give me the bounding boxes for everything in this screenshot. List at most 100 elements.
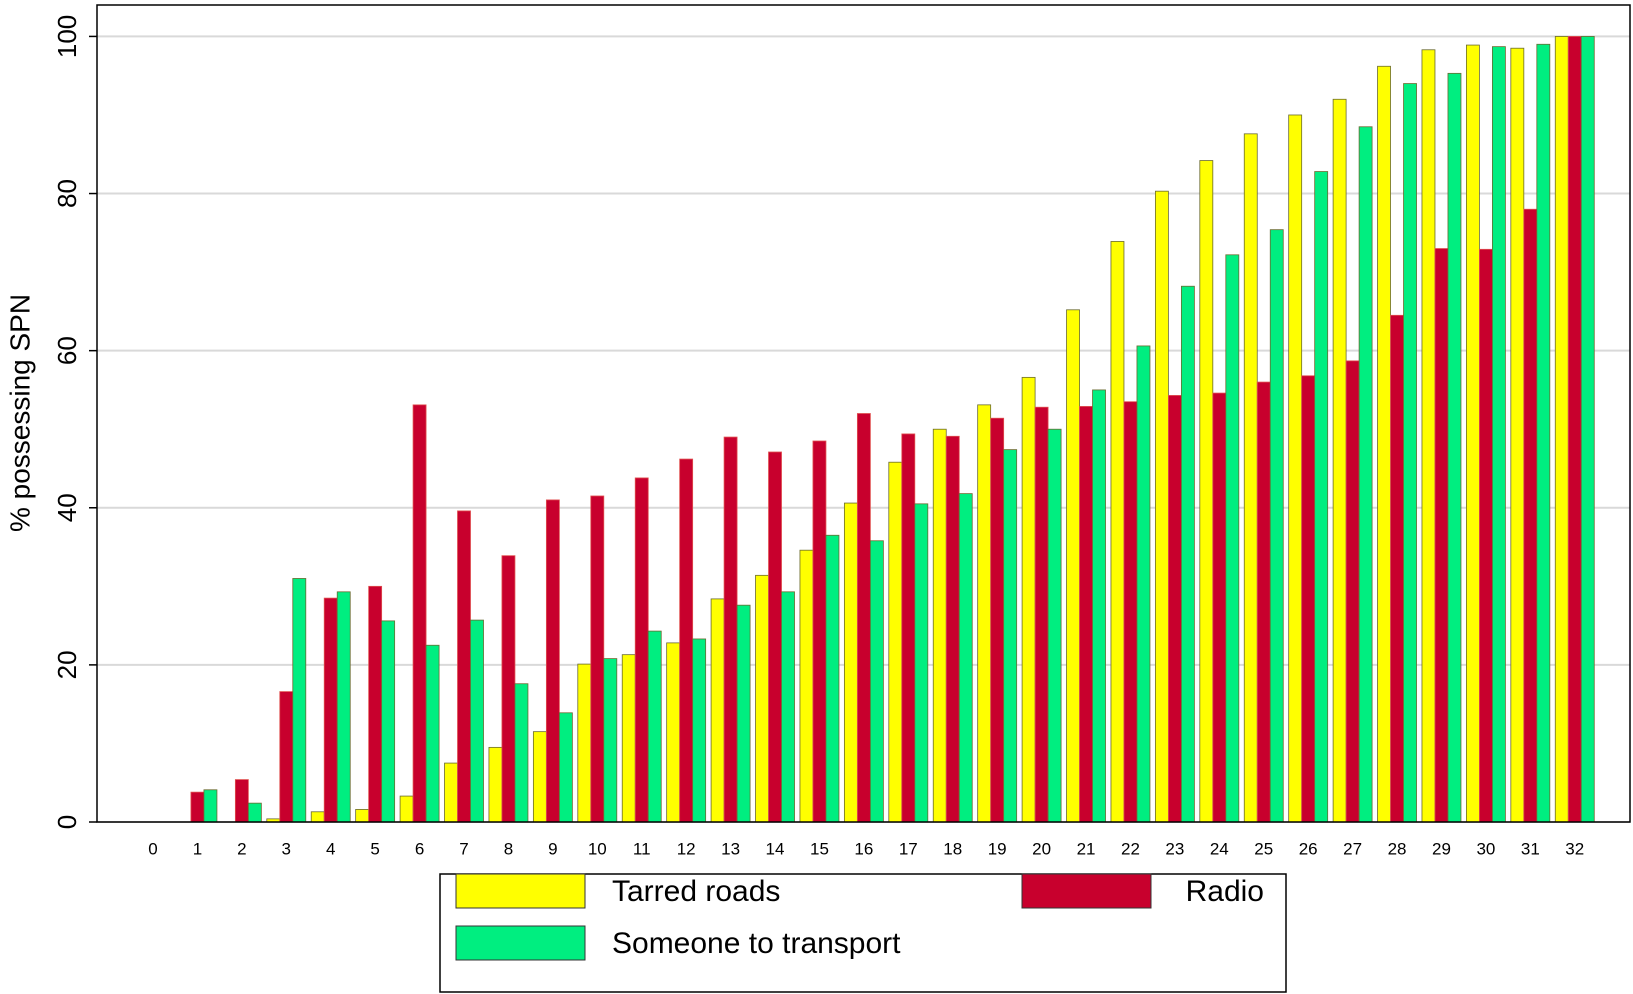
x-tick-label: 14 — [766, 839, 785, 858]
bar — [825, 534, 840, 823]
x-tick-label: 24 — [1210, 839, 1229, 858]
x-tick-label: 13 — [721, 839, 740, 858]
x-tick-label: 8 — [504, 839, 513, 858]
bar — [1492, 46, 1506, 823]
bar — [470, 619, 484, 823]
x-tick-label: 4 — [326, 839, 335, 858]
bar — [1434, 248, 1449, 823]
bar — [1212, 392, 1227, 823]
bar — [558, 712, 573, 823]
bar — [1567, 36, 1582, 823]
bar — [590, 495, 605, 823]
legend-label: Radio — [1186, 875, 1264, 908]
bar — [1390, 314, 1404, 823]
x-tick-label: 3 — [282, 839, 291, 858]
bar — [736, 604, 751, 823]
bar — [901, 433, 916, 823]
bar — [1066, 309, 1080, 823]
bar — [1034, 406, 1049, 823]
bar — [869, 540, 884, 823]
bar — [1447, 72, 1462, 823]
bar — [234, 779, 249, 823]
legend-swatch — [455, 873, 586, 909]
bar — [1421, 49, 1436, 823]
bar — [755, 574, 769, 823]
bar — [444, 762, 458, 823]
x-tick-label: 30 — [1476, 839, 1495, 858]
bar — [692, 638, 707, 823]
bar — [381, 620, 396, 823]
bar — [399, 795, 414, 823]
bar — [1536, 43, 1551, 823]
bar — [1225, 254, 1240, 823]
bar — [1580, 36, 1595, 823]
x-tick-label: 26 — [1299, 839, 1318, 858]
bar — [323, 597, 338, 823]
legend-label: Someone to transport — [612, 927, 901, 960]
bar — [634, 477, 649, 823]
x-tick-label: 22 — [1121, 839, 1140, 858]
x-tick-label: 18 — [943, 839, 962, 858]
x-tick-label: 15 — [810, 839, 829, 858]
x-tick-label: 9 — [548, 839, 557, 858]
x-tick-label: 11 — [633, 839, 651, 858]
bar — [710, 598, 725, 823]
bar — [412, 404, 427, 823]
x-tick-label: 10 — [588, 839, 607, 858]
bar — [799, 549, 814, 823]
bar — [1167, 395, 1182, 823]
bar — [355, 809, 370, 823]
bar — [932, 428, 947, 823]
x-tick-label: 32 — [1565, 839, 1584, 858]
bar — [1301, 375, 1316, 823]
bar — [1092, 389, 1106, 823]
x-tick-label: 6 — [415, 839, 424, 858]
bar — [914, 503, 929, 823]
x-tick-label: 12 — [677, 839, 696, 858]
bar — [888, 461, 903, 823]
bar — [990, 417, 1005, 823]
bar — [768, 451, 782, 823]
y-tick-label: 40 — [52, 493, 82, 522]
bar — [425, 644, 440, 823]
bar — [1003, 449, 1018, 823]
bar — [647, 630, 662, 823]
bar — [781, 591, 795, 823]
y-tick-label: 20 — [52, 650, 82, 679]
bar — [1466, 44, 1480, 823]
x-tick-label: 7 — [459, 839, 468, 858]
bar — [488, 746, 503, 823]
y-tick-label: 100 — [52, 15, 82, 58]
bar — [958, 493, 973, 823]
bar — [1403, 83, 1417, 823]
bar — [977, 404, 992, 823]
y-tick-label: 80 — [52, 179, 82, 208]
x-tick-label: 29 — [1432, 839, 1451, 858]
bar — [368, 585, 383, 823]
legend-swatch — [455, 925, 586, 961]
y-tick-label: 0 — [52, 815, 82, 829]
bar — [1136, 345, 1151, 823]
bar — [1180, 285, 1195, 823]
x-tick-label: 23 — [1165, 839, 1184, 858]
bar — [1047, 428, 1062, 823]
x-tick-label: 0 — [148, 839, 157, 858]
bar — [621, 654, 636, 823]
bar — [247, 802, 262, 823]
bar — [1332, 98, 1347, 823]
legend-swatch — [1021, 873, 1152, 909]
bar — [203, 789, 218, 823]
bar — [457, 510, 471, 823]
bar — [1123, 401, 1138, 823]
bar — [279, 691, 294, 823]
bar — [1079, 406, 1093, 823]
bar — [723, 436, 738, 823]
bar — [1358, 126, 1373, 823]
x-tick-label: 17 — [899, 839, 918, 858]
x-tick-label: 5 — [370, 839, 379, 858]
x-tick-label: 31 — [1521, 839, 1540, 858]
bar — [856, 413, 871, 823]
bar — [679, 458, 694, 823]
x-tick-label: 21 — [1077, 839, 1096, 858]
